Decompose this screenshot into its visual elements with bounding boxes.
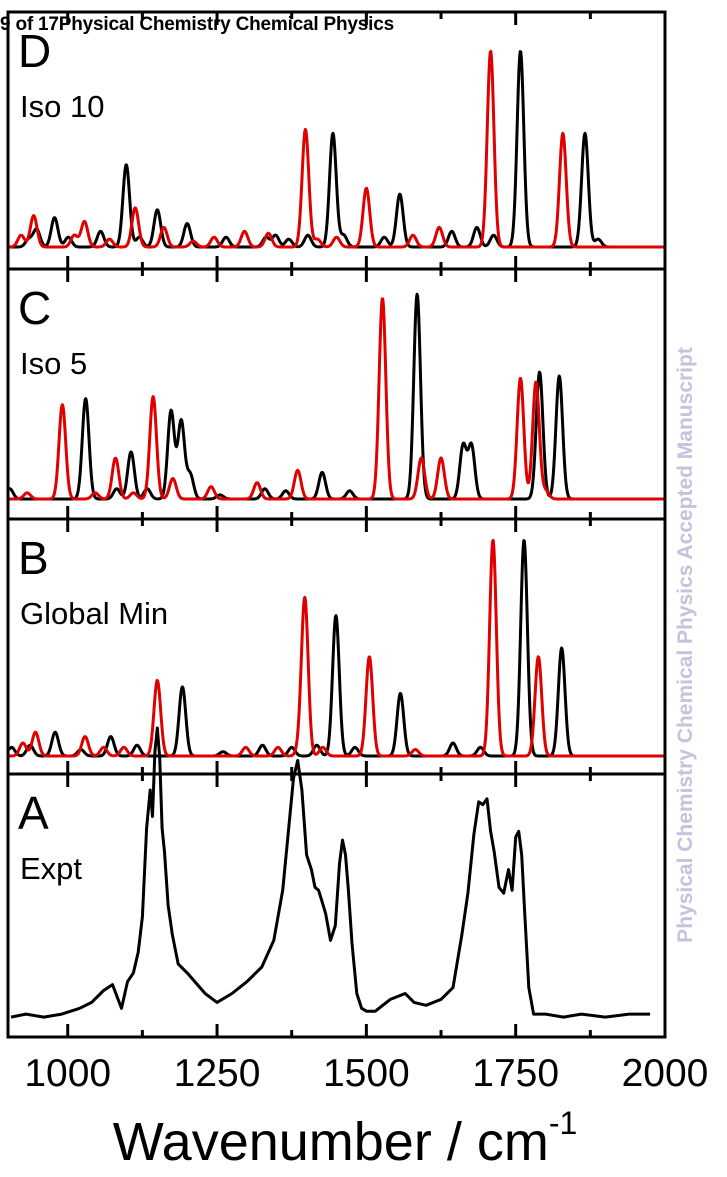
journal-name: Physical Chemistry Chemical Physics bbox=[58, 14, 394, 35]
page-number: 9 of 17 bbox=[0, 14, 59, 35]
panel-frame-a bbox=[6, 772, 667, 1039]
panel-letter-d: D bbox=[18, 25, 51, 77]
panel-label-c: Iso 5 bbox=[20, 346, 87, 381]
panel-letter-c: C bbox=[18, 282, 51, 334]
panel-label-d: Iso 10 bbox=[20, 89, 104, 124]
spectrum-line-c-black bbox=[8, 292, 665, 501]
panel-frame-d bbox=[6, 10, 667, 271]
x-tick-label: 1500 bbox=[323, 1052, 410, 1095]
spectrum-line-a-black bbox=[10, 726, 651, 1019]
spectrum-line-b-red bbox=[8, 538, 665, 758]
x-tick-label: 1000 bbox=[24, 1052, 111, 1095]
spectrum-line-d-black bbox=[8, 50, 665, 249]
side-watermark-text: Physical Chemistry Chemical Physics Acce… bbox=[674, 347, 697, 943]
spectrum-line-c-red bbox=[8, 297, 665, 501]
page-header: 9 of 17Physical Chemistry Chemical Physi… bbox=[0, 14, 394, 36]
x-tick-label: 2000 bbox=[622, 1052, 709, 1095]
panel-label-b: Global Min bbox=[20, 596, 168, 631]
panel-label-a: Expt bbox=[20, 851, 82, 886]
x-tick-label: 1750 bbox=[472, 1052, 559, 1095]
panel-letter-a: A bbox=[18, 787, 49, 839]
x-tick-label: 1250 bbox=[174, 1052, 261, 1095]
spectrum-line-d-red bbox=[8, 49, 665, 249]
panel-letter-b: B bbox=[18, 532, 49, 584]
spectrum-line-b-black bbox=[7, 539, 665, 758]
x-axis-label-superscript: -1 bbox=[549, 1105, 577, 1141]
x-axis-label: Wavenumber / cm-1 bbox=[113, 1105, 578, 1172]
